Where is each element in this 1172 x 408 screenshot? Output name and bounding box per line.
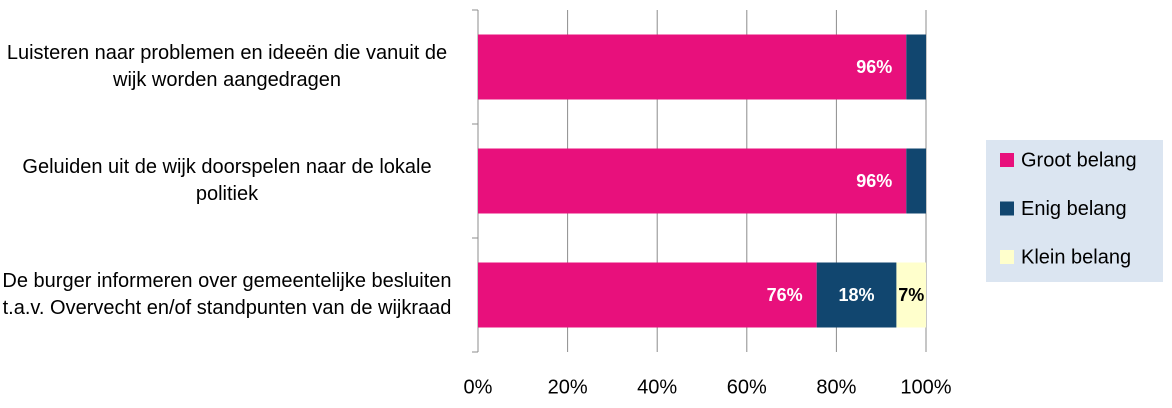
legend-label: Groot belang — [1021, 149, 1137, 171]
legend: Groot belang Enig belang Klein belang — [986, 140, 1163, 282]
bar-segment — [478, 34, 907, 100]
x-tick-label: 60% — [727, 376, 767, 398]
x-tick-label: 100% — [900, 376, 951, 398]
legend-swatch — [1000, 250, 1014, 264]
data-label: 96% — [856, 57, 892, 77]
x-tick-label: 0% — [464, 376, 493, 398]
legend-box — [986, 140, 1163, 282]
x-tick-label: 40% — [637, 376, 677, 398]
data-label: 18% — [839, 285, 875, 305]
data-label: 76% — [767, 285, 803, 305]
bar-segment — [906, 34, 926, 100]
legend-swatch — [1000, 201, 1014, 216]
x-tick-label: 20% — [548, 376, 588, 398]
legend-label: Klein belang — [1021, 246, 1131, 268]
bar-segment — [896, 262, 926, 328]
bar-segment — [816, 262, 897, 328]
legend-swatch — [1000, 153, 1014, 167]
bar-segment — [478, 148, 907, 214]
category-label: Geluiden uit de wijk doorspelen naar de … — [22, 156, 432, 205]
category-label: De burger informeren over gemeentelijke … — [2, 270, 452, 319]
data-label: 96% — [856, 171, 892, 191]
legend-label: Enig belang — [1021, 198, 1127, 220]
data-label: 7% — [898, 285, 924, 305]
x-tick-label: 80% — [816, 376, 856, 398]
category-label: Luisteren naar problemen en ideeën die v… — [6, 42, 448, 91]
bar-segment — [478, 262, 817, 328]
bar-segment — [906, 148, 926, 214]
